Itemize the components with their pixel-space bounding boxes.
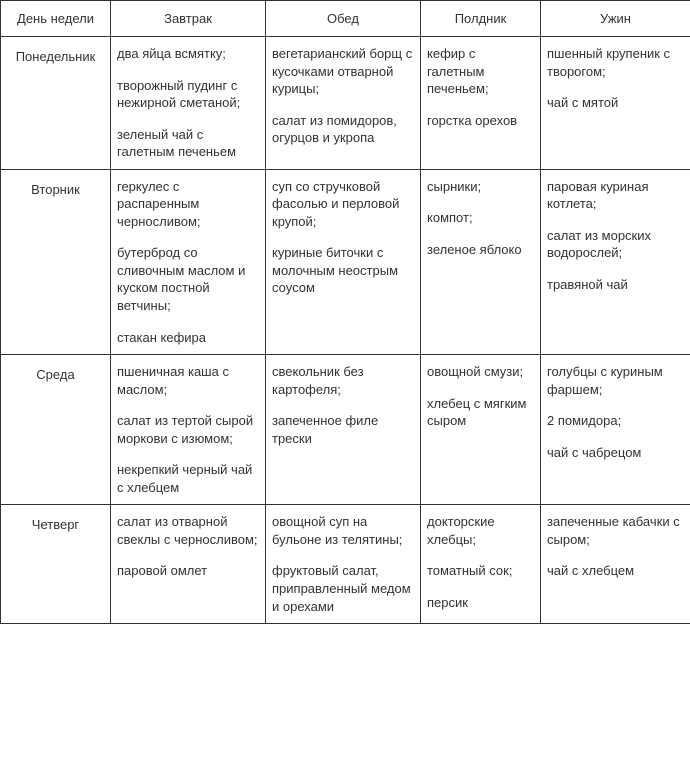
- meal-cell: сырники; компот; зеленое яблоко: [421, 169, 541, 354]
- meal-item: паровой омлет: [117, 562, 259, 580]
- meal-item: травяной чай: [547, 276, 684, 294]
- meal-item: чай с хлебцем: [547, 562, 684, 580]
- meal-item: салат из тертой сырой моркови с изюмом;: [117, 412, 259, 447]
- meal-item: пшенный крупеник с творогом;: [547, 45, 684, 80]
- meal-item: паровая куриная котлета;: [547, 178, 684, 213]
- meal-cell: запеченные кабачки с сыром; чай с хлебцем: [541, 505, 690, 624]
- meal-cell: вегетарианский борщ с кусочками отварной…: [266, 37, 421, 170]
- meal-item: творожный пудинг с нежирной сметаной;: [117, 77, 259, 112]
- meal-cell: докторские хлебцы; томатный сок; персик: [421, 505, 541, 624]
- meal-item: сырники;: [427, 178, 534, 196]
- meal-item: геркулес с распаренным черносливом;: [117, 178, 259, 231]
- header-dinner: Ужин: [541, 1, 690, 37]
- meal-item: вегетарианский борщ с кусочками отварной…: [272, 45, 414, 98]
- day-cell: Четверг: [1, 505, 111, 624]
- table-header-row: День недели Завтрак Обед Полдник Ужин: [1, 1, 690, 37]
- meal-cell: пшеничная каша с маслом; салат из тертой …: [111, 355, 266, 505]
- meal-item: зеленый чай с галетным печеньем: [117, 126, 259, 161]
- meal-item: чай с мятой: [547, 94, 684, 112]
- meal-item: овощной суп на бульоне из телятины;: [272, 513, 414, 548]
- meal-item: салат из морских водорослей;: [547, 227, 684, 262]
- meal-item: фруктовый салат, приправленный медом и о…: [272, 562, 414, 615]
- meal-item: персик: [427, 594, 534, 612]
- table-row: Вторникгеркулес с распаренным черносливо…: [1, 169, 690, 354]
- meal-item: салат из помидоров, огурцов и укропа: [272, 112, 414, 147]
- meal-cell: два яйца всмятку; творожный пудинг с нежи…: [111, 37, 266, 170]
- meal-item: стакан кефира: [117, 329, 259, 347]
- meal-item: кефир с галетным печеньем;: [427, 45, 534, 98]
- table-row: Понедельник два яйца всмятку; творожный пу…: [1, 37, 690, 170]
- meal-cell: свекольник без картофеля; запеченное филе…: [266, 355, 421, 505]
- header-day: День недели: [1, 1, 111, 37]
- header-breakfast: Завтрак: [111, 1, 266, 37]
- header-snack: Полдник: [421, 1, 541, 37]
- meal-item: томатный сок;: [427, 562, 534, 580]
- meal-item: свекольник без картофеля;: [272, 363, 414, 398]
- meal-item: пшеничная каша с маслом;: [117, 363, 259, 398]
- meal-item: салат из отварной свеклы с черносливом;: [117, 513, 259, 548]
- meal-item: докторские хлебцы;: [427, 513, 534, 548]
- table-row: Четвергсалат из отварной свеклы с чернос…: [1, 505, 690, 624]
- meal-item: некрепкий черный чай с хлебцем: [117, 461, 259, 496]
- meal-cell: кефир с галетным печеньем; горстка орехов: [421, 37, 541, 170]
- header-lunch: Обед: [266, 1, 421, 37]
- meal-cell: пшенный крупеник с творогом; чай с мятой: [541, 37, 690, 170]
- day-cell: Вторник: [1, 169, 111, 354]
- meal-plan-table: День недели Завтрак Обед Полдник Ужин По…: [0, 0, 690, 624]
- meal-cell: салат из отварной свеклы с черносливом; п…: [111, 505, 266, 624]
- meal-cell: голубцы с куриным фаршем; 2 помидора; чай …: [541, 355, 690, 505]
- meal-item: голубцы с куриным фаршем;: [547, 363, 684, 398]
- meal-item: овощной смузи;: [427, 363, 534, 381]
- meal-cell: овощной суп на бульоне из телятины; фрукт…: [266, 505, 421, 624]
- meal-item: бутерброд со сливочным маслом и куском п…: [117, 244, 259, 314]
- meal-item: суп со стручковой фасолью и перловой кру…: [272, 178, 414, 231]
- meal-cell: паровая куриная котлета; салат из морских…: [541, 169, 690, 354]
- meal-item: чай с чабрецом: [547, 444, 684, 462]
- meal-item: запеченное филе трески: [272, 412, 414, 447]
- meal-cell: геркулес с распаренным черносливом; бутер…: [111, 169, 266, 354]
- meal-item: куриные биточки с молочным неострым соус…: [272, 244, 414, 297]
- meal-item: хлебец с мягким сыром: [427, 395, 534, 430]
- meal-item: 2 помидора;: [547, 412, 684, 430]
- meal-cell: суп со стручковой фасолью и перловой кру…: [266, 169, 421, 354]
- meal-item: компот;: [427, 209, 534, 227]
- meal-item: два яйца всмятку;: [117, 45, 259, 63]
- meal-item: зеленое яблоко: [427, 241, 534, 259]
- meal-cell: овощной смузи; хлебец с мягким сыром: [421, 355, 541, 505]
- day-cell: Понедельник: [1, 37, 111, 170]
- day-cell: Среда: [1, 355, 111, 505]
- meal-item: горстка орехов: [427, 112, 534, 130]
- meal-item: запеченные кабачки с сыром;: [547, 513, 684, 548]
- table-body: Понедельник два яйца всмятку; творожный пу…: [1, 37, 690, 624]
- table-row: Средапшеничная каша с маслом; салат из те…: [1, 355, 690, 505]
